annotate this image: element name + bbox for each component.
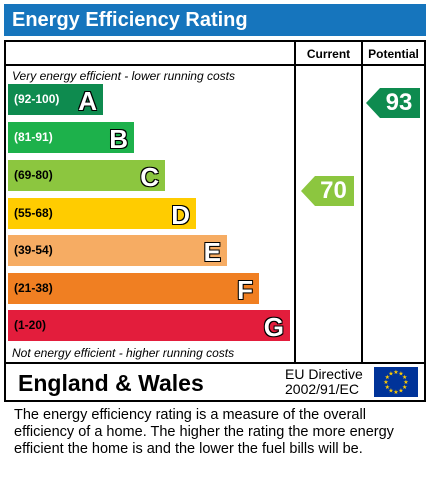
eu-star-icon: ★ [393,369,398,376]
column-header-potential: Potential [368,47,419,61]
eu-star-icon: ★ [385,384,390,391]
band-letter: G [263,312,284,342]
eu-star-icon: ★ [388,388,393,395]
band-letter: B [109,124,128,154]
column-header-current: Current [306,47,351,61]
band-letter: C [140,162,159,192]
eu-directive-line2: 2002/91/EC [285,381,359,397]
eu-star-icon: ★ [402,384,407,391]
arrow-shape [366,88,420,118]
band-b: (81-91) B [8,122,134,154]
band-range: (21-38) [14,281,53,295]
band-letter: A [78,86,97,116]
band-letter: D [171,200,190,230]
arrow-shape [301,176,354,206]
band-d: (55-68) D [8,198,196,230]
potential-rating-arrow: 93 [366,88,420,118]
band-e: (39-54) E [8,235,227,267]
divider-current [294,42,296,362]
divider-potential [361,42,363,362]
header-divider [6,64,424,66]
note-bottom: Not energy efficient - higher running co… [12,346,235,360]
band-range: (1-20) [14,318,47,332]
eu-star-icon: ★ [383,379,388,386]
band-range: (81-91) [14,130,53,144]
eu-flag-icon: ★ ★ ★ ★ ★ ★ ★ ★ ★ ★ ★ ★ [374,367,418,397]
eu-star-icon: ★ [398,370,403,377]
band-range: (92-100) [14,92,60,106]
potential-rating-value: 93 [385,89,413,116]
current-rating-value: 70 [320,177,347,204]
band-f: (21-38) F [8,273,259,305]
band-range: (69-80) [14,168,53,182]
description-text: The energy efficiency rating is a measur… [14,407,394,457]
eu-star-icon: ★ [402,374,407,381]
eu-star-icon: ★ [385,374,390,381]
band-c: (69-80) C [8,160,165,192]
eu-star-icon: ★ [403,379,408,386]
region-label: England & Wales [18,370,204,396]
page-title: Energy Efficiency Rating [12,9,248,31]
eu-star-icon: ★ [393,389,398,396]
band-range: (39-54) [14,243,53,257]
eu-star-icon: ★ [388,370,393,377]
note-top: Very energy efficient - lower running co… [12,69,235,83]
footer-box: England & Wales EU Directive 2002/91/EC … [4,362,426,402]
current-rating-arrow: 70 [301,176,354,206]
eu-directive-line1: EU Directive [285,366,363,382]
header-bar: Energy Efficiency Rating [4,4,426,36]
eu-directive: EU Directive 2002/91/EC [285,367,363,397]
eu-star-icon: ★ [398,388,403,395]
band-letter: E [203,237,221,267]
band-range: (55-68) [14,206,53,220]
rating-chart: Current Potential Very energy efficient … [4,40,426,364]
band-g: (1-20) G [8,310,290,342]
band-letter: F [237,275,253,305]
band-a: (92-100) A [8,84,103,116]
